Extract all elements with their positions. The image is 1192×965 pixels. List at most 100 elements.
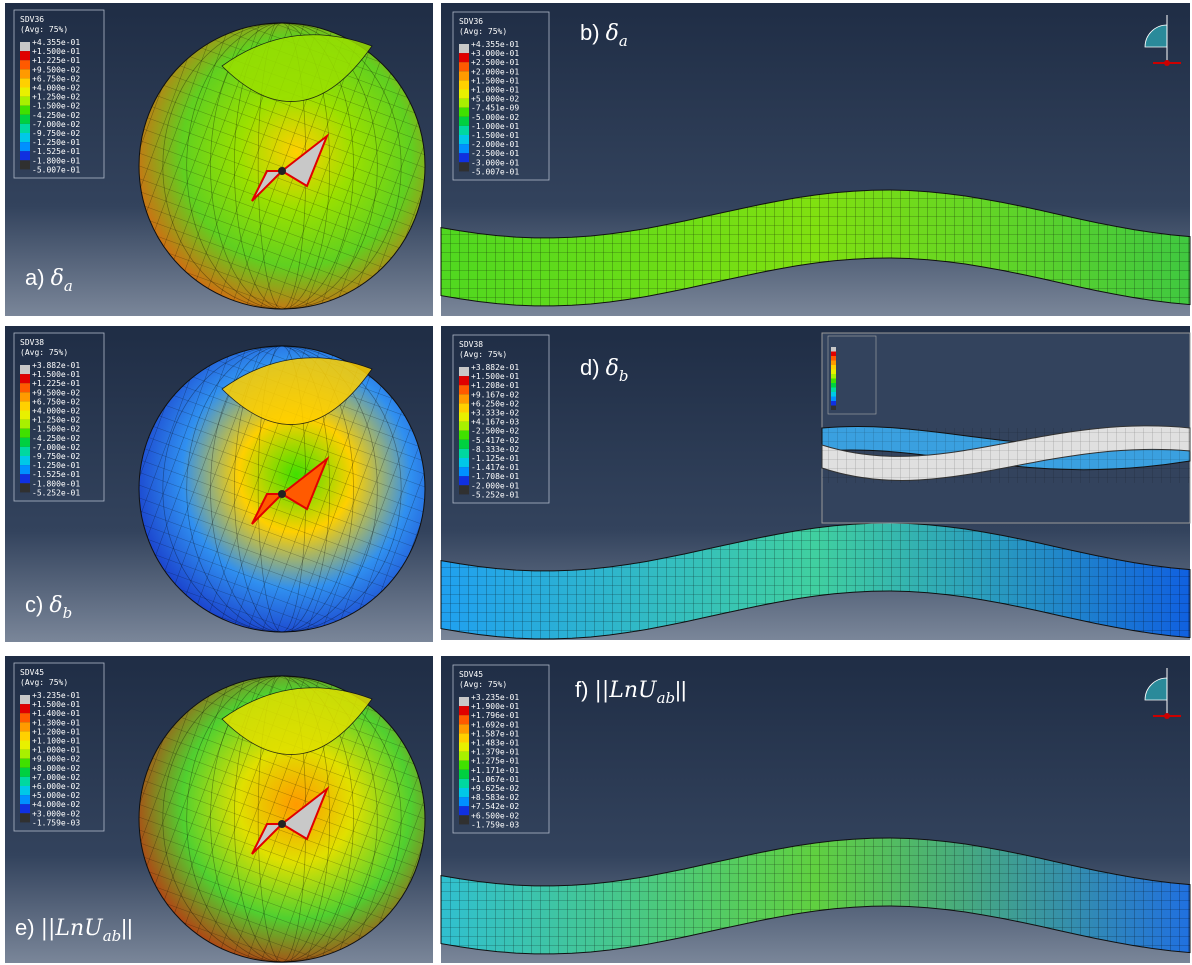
legend-value: -1.250e-01: [32, 461, 80, 470]
legend-value: +9.000e-02: [32, 755, 80, 764]
legend-value: +6.500e-02: [471, 811, 519, 820]
legend-band: [459, 742, 469, 752]
legend-subtitle: (Avg: 75%): [20, 25, 68, 34]
inset-legend-band: [831, 387, 836, 392]
legend-value: +9.167e-02: [471, 390, 519, 399]
legend-value: -7.000e-02: [32, 120, 80, 129]
label-suffix: ||: [121, 915, 132, 940]
mesh-line: [210, 22, 354, 310]
legend-band: [20, 96, 30, 106]
legend-band: [459, 788, 469, 798]
legend-value: +1.275e-01: [471, 757, 519, 766]
panel-label: c) δb: [25, 592, 72, 622]
legend-band: [459, 706, 469, 716]
legend-band: [20, 383, 30, 393]
legend-value: -5.417e-02: [471, 436, 519, 445]
inset-legend-band: [831, 401, 836, 406]
mesh-line: [210, 675, 354, 963]
legend-band: [20, 695, 30, 705]
panel-label: f) ||LnUab||: [575, 677, 687, 707]
legend-value: -4.250e-02: [32, 111, 80, 120]
inset-legend-band: [831, 351, 836, 356]
legend-value: +1.587e-01: [471, 729, 519, 738]
legend-value: -1.500e-02: [32, 102, 80, 111]
legend-band: [459, 376, 469, 386]
legend-band: [20, 813, 30, 823]
legend-value: +3.882e-01: [471, 363, 519, 372]
legend-band: [459, 71, 469, 81]
petal: [251, 785, 330, 855]
legend-band: [459, 430, 469, 440]
legend-value: -1.417e-01: [471, 463, 519, 472]
legend-band: [20, 410, 30, 420]
label-symbol: ||LnU: [41, 916, 105, 941]
sphere-mesh: [139, 23, 425, 309]
legend-value: +2.500e-01: [471, 58, 519, 67]
legend-band: [20, 740, 30, 750]
sphere-mesh: [139, 676, 425, 962]
legend-band: [20, 456, 30, 466]
legend-value: -1.125e-01: [471, 454, 519, 463]
inset-legend-band: [831, 369, 836, 374]
legend-band: [20, 795, 30, 805]
label-prefix: c): [25, 592, 43, 617]
legend-band: [459, 135, 469, 145]
legend-band: [20, 78, 30, 88]
legend-value: -1.800e-01: [32, 479, 80, 488]
legend-band: [459, 153, 469, 163]
legend-title: SDV45: [20, 668, 44, 677]
legend-band: [459, 421, 469, 431]
legend-value: -1.000e-01: [471, 122, 519, 131]
legend-band: [459, 162, 469, 172]
legend-value: +1.900e-01: [471, 702, 519, 711]
legend-value: +1.067e-01: [471, 775, 519, 784]
legend-value: +1.300e-01: [32, 718, 80, 727]
label-prefix: e): [15, 915, 35, 940]
legend-band: [459, 385, 469, 395]
legend-value: -1.525e-01: [32, 470, 80, 479]
legend-value: -5.000e-02: [471, 113, 519, 122]
legend-band: [459, 89, 469, 99]
legend-value: +3.235e-01: [32, 691, 80, 700]
inset-mesh: [822, 428, 1190, 483]
panel: SDV36(Avg: 75%) +4.355e-01+3.000e-01+2.50…: [440, 3, 1191, 316]
legend-band: [20, 87, 30, 97]
legend-band: [459, 144, 469, 154]
petal: [251, 132, 330, 202]
label-prefix: f): [575, 677, 588, 702]
legend-value: -5.252e-01: [471, 490, 519, 499]
legend-value: +7.000e-02: [32, 773, 80, 782]
legend-band: [20, 401, 30, 411]
hole-fold: [221, 357, 373, 425]
legend-value: +1.000e-01: [471, 86, 519, 95]
legend-band: [459, 53, 469, 63]
legend-band: [20, 114, 30, 124]
legend-band: [20, 51, 30, 61]
inset-legend-band: [831, 360, 836, 365]
legend-band: [459, 778, 469, 788]
legend-value: +6.000e-02: [32, 782, 80, 791]
legend-band: [459, 62, 469, 72]
legend-value: -1.500e-02: [32, 425, 80, 434]
legend-value: +4.000e-02: [32, 800, 80, 809]
legend-band: [20, 446, 30, 456]
legend-band: [459, 44, 469, 54]
legend-band: [459, 125, 469, 135]
legend-value: +8.000e-02: [32, 764, 80, 773]
legend-box: [13, 662, 105, 832]
legend-band: [459, 80, 469, 90]
legend-band: [459, 367, 469, 377]
legend-band: [20, 731, 30, 741]
legend-band: [459, 733, 469, 743]
label-symbol: ||LnU: [594, 678, 658, 703]
panel: SDV45(Avg: 75%) +3.235e-01+1.900e-01+1.79…: [440, 656, 1191, 963]
legend-band: [459, 715, 469, 725]
legend-value: -1.800e-01: [32, 156, 80, 165]
legend-value: +1.250e-02: [32, 93, 80, 102]
label-suffix: ||: [675, 677, 686, 702]
legend-band: [20, 365, 30, 375]
mesh-line: [233, 22, 331, 310]
legend-box: [452, 664, 550, 834]
panel-label: a) δa: [25, 265, 73, 295]
legend-value: +1.483e-01: [471, 739, 519, 748]
